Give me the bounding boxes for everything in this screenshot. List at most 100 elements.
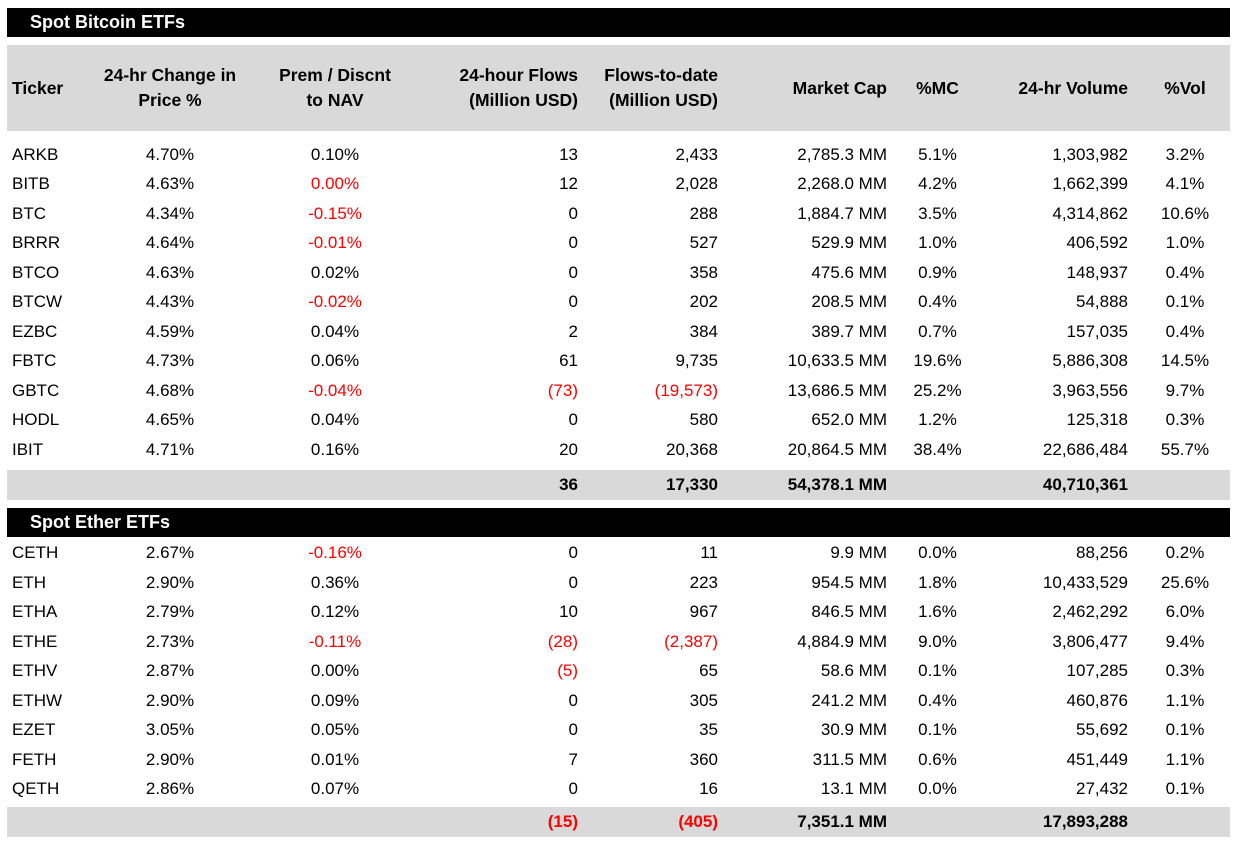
cell-pct-mc[interactable]: 19.6% [913,351,962,371]
cell-market-cap[interactable]: 13,686.5 MM [787,380,887,400]
cell-flows-to-date[interactable]: 65 [699,661,718,681]
column-header-volume-24h[interactable]: 24-hr Volume [980,76,1140,101]
cell-prem-discnt[interactable]: -0.11% [308,631,362,651]
cell-volume-24h[interactable]: 10,433,529 [1042,572,1128,592]
cell-market-cap[interactable]: 311.5 MM [812,749,887,769]
cell-ticker[interactable]: ETHE [12,631,58,651]
cell-change-24h[interactable]: 4.63% [145,262,195,282]
cell-pct-vol[interactable]: 0.4% [1165,321,1205,341]
cell-flows-24h[interactable]: 0 [568,779,578,799]
cell-flows-to-date[interactable]: 11 [700,543,718,563]
cell-ticker[interactable]: BTC [12,203,46,223]
cell-market-cap[interactable]: 10,633.5 MM [787,351,887,371]
total-flows-to-date[interactable]: 17,330 [666,474,718,494]
cell-pct-mc[interactable]: 0.6% [918,749,957,769]
cell-pct-mc[interactable]: 0.4% [918,690,957,710]
cell-volume-24h[interactable]: 107,285 [1066,661,1128,681]
cell-market-cap[interactable]: 30.9 MM [820,720,887,740]
cell-prem-discnt[interactable]: -0.02% [308,292,362,312]
column-header-prem-discnt[interactable]: Prem / Discnt to NAV [240,63,430,113]
cell-pct-vol[interactable]: 9.4% [1165,631,1205,651]
cell-flows-to-date[interactable]: 2,433 [675,144,718,164]
cell-change-24h[interactable]: 4.73% [145,351,195,371]
cell-volume-24h[interactable]: 3,806,477 [1052,631,1128,651]
cell-change-24h[interactable]: 2.90% [145,749,195,769]
cell-prem-discnt[interactable]: 0.05% [310,720,360,740]
cell-ticker[interactable]: HODL [12,410,60,430]
cell-flows-24h[interactable]: (5) [557,661,578,681]
cell-market-cap[interactable]: 389.7 MM [811,321,887,341]
total-market-cap[interactable]: 7,351.1 MM [797,812,887,831]
cell-ticker[interactable]: EZBC [12,321,58,341]
cell-volume-24h[interactable]: 1,662,399 [1052,174,1128,194]
column-header-market-cap[interactable]: Market Cap [730,76,895,101]
cell-ticker[interactable]: ETH [12,572,46,592]
cell-ticker[interactable]: BITB [12,174,50,194]
cell-change-24h[interactable]: 4.71% [145,439,195,459]
cell-market-cap[interactable]: 1,884.7 MM [797,203,887,223]
cell-pct-vol[interactable]: 10.6% [1160,203,1210,223]
cell-pct-mc[interactable]: 5.1% [918,144,957,164]
cell-pct-mc[interactable]: 0.0% [918,543,957,563]
cell-flows-to-date[interactable]: 967 [689,602,718,622]
cell-flows-to-date[interactable]: (2,387) [664,631,718,651]
cell-volume-24h[interactable]: 54,888 [1076,292,1128,312]
cell-flows-24h[interactable]: 0 [568,572,578,592]
cell-volume-24h[interactable]: 27,432 [1076,779,1128,799]
cell-prem-discnt[interactable]: 0.16% [310,439,360,459]
cell-flows-24h[interactable]: 0 [568,233,578,253]
cell-market-cap[interactable]: 2,268.0 MM [797,174,887,194]
cell-change-24h[interactable]: 3.05% [145,720,195,740]
column-header-pct-vol[interactable]: %Vol [1140,76,1230,101]
column-header-flows-to-date[interactable]: Flows-to-date (Million USD) [590,63,730,113]
cell-flows-to-date[interactable]: 360 [689,749,718,769]
cell-market-cap[interactable]: 475.6 MM [811,262,887,282]
cell-pct-vol[interactable]: 3.2% [1165,144,1205,164]
cell-change-24h[interactable]: 4.43% [145,292,195,312]
cell-market-cap[interactable]: 652.0 MM [811,410,887,430]
cell-change-24h[interactable]: 2.79% [145,602,195,622]
cell-volume-24h[interactable]: 406,592 [1066,233,1128,253]
cell-ticker[interactable]: BRRR [12,233,61,253]
cell-market-cap[interactable]: 9.9 MM [830,543,887,563]
total-volume-24h[interactable]: 40,710,361 [1042,474,1128,494]
cell-flows-to-date[interactable]: 527 [689,233,718,253]
cell-pct-vol[interactable]: 9.7% [1165,380,1205,400]
cell-pct-mc[interactable]: 0.9% [918,262,957,282]
cell-ticker[interactable]: BTCW [12,292,63,312]
cell-pct-mc[interactable]: 0.1% [918,720,957,740]
cell-volume-24h[interactable]: 4,314,862 [1052,203,1128,223]
cell-prem-discnt[interactable]: 0.04% [310,321,360,341]
cell-flows-to-date[interactable]: 16 [699,779,718,799]
cell-pct-vol[interactable]: 4.1% [1165,174,1205,194]
column-header-flows-24h[interactable]: 24-hour Flows (Million USD) [430,63,590,113]
cell-flows-24h[interactable]: (73) [547,380,578,400]
cell-prem-discnt[interactable]: 0.09% [310,690,360,710]
cell-pct-mc[interactable]: 1.8% [918,572,957,592]
cell-flows-to-date[interactable]: 9,735 [675,351,718,371]
cell-volume-24h[interactable]: 125,318 [1066,410,1128,430]
cell-ticker[interactable]: IBIT [12,439,44,459]
cell-prem-discnt[interactable]: 0.04% [310,410,360,430]
cell-ticker[interactable]: FBTC [12,351,57,371]
cell-flows-to-date[interactable]: 2,028 [675,174,718,194]
total-volume-24h[interactable]: 17,893,288 [1042,812,1128,831]
cell-change-24h[interactable]: 2.73% [145,631,195,651]
cell-pct-mc[interactable]: 1.0% [918,233,957,253]
cell-volume-24h[interactable]: 55,692 [1076,720,1128,740]
cell-pct-vol[interactable]: 14.5% [1160,351,1210,371]
cell-flows-to-date[interactable]: 223 [689,572,718,592]
cell-prem-discnt[interactable]: 0.10% [310,144,360,164]
cell-volume-24h[interactable]: 148,937 [1066,262,1128,282]
cell-prem-discnt[interactable]: -0.15% [308,203,362,223]
cell-pct-vol[interactable]: 0.1% [1165,720,1205,740]
cell-change-24h[interactable]: 4.34% [145,203,195,223]
cell-flows-24h[interactable]: (28) [547,631,578,651]
cell-flows-to-date[interactable]: 35 [699,720,718,740]
column-header-ticker[interactable]: Ticker [7,76,100,101]
cell-flows-to-date[interactable]: 288 [689,203,718,223]
cell-flows-24h[interactable]: 0 [568,292,578,312]
cell-pct-vol[interactable]: 1.1% [1165,749,1205,769]
cell-pct-vol[interactable]: 0.1% [1165,292,1205,312]
cell-ticker[interactable]: FETH [12,749,57,769]
